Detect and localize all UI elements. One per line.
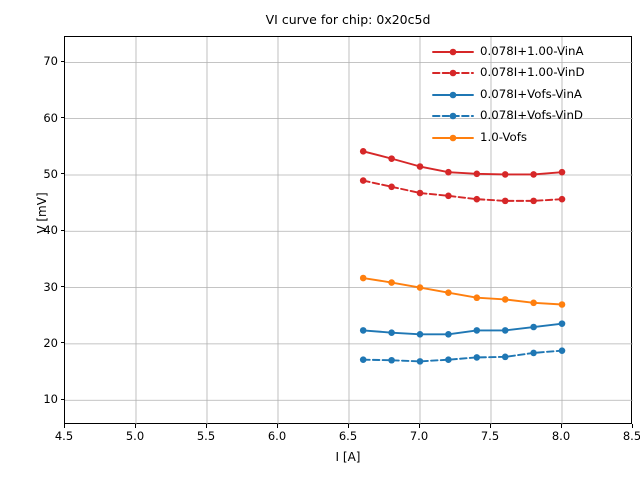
data-point-marker — [388, 279, 395, 286]
series-line — [362, 322, 563, 336]
x-tick-label: 6.5 — [338, 429, 358, 443]
plot-area — [64, 36, 633, 425]
data-point-marker — [445, 192, 452, 200]
data-point-marker — [416, 358, 424, 365]
data-point-marker — [445, 168, 452, 176]
data-point-marker — [359, 177, 367, 184]
x-tick-label: 5.0 — [125, 429, 145, 443]
data-point-marker — [501, 197, 509, 205]
legend-line-swatch-icon — [432, 130, 474, 144]
x-tick-label: 7.5 — [480, 429, 500, 443]
plot-canvas — [65, 37, 633, 425]
data-point-marker — [558, 301, 566, 308]
data-point-marker — [501, 353, 509, 361]
data-point-marker — [359, 148, 367, 155]
legend-item-label: 1.0-Vofs — [480, 129, 527, 144]
data-point-marker — [445, 331, 452, 338]
data-point-marker — [416, 189, 424, 197]
series-line — [362, 277, 563, 306]
data-point-marker — [473, 170, 481, 178]
series-line — [362, 349, 563, 363]
data-point-marker — [473, 195, 481, 203]
x-axis-label: I [A] — [335, 450, 361, 464]
legend-item[interactable]: 0.078I+1.00-VinD — [432, 62, 638, 84]
data-point-marker — [445, 356, 452, 363]
data-point-marker — [388, 329, 395, 336]
series-line — [362, 150, 563, 176]
data-point-marker — [388, 356, 395, 364]
data-point-marker — [359, 356, 367, 363]
data-point-marker — [501, 296, 509, 303]
data-point-marker — [416, 163, 424, 170]
data-point-marker — [530, 299, 537, 307]
y-axis-label: V [mV] — [35, 192, 49, 234]
chart-legend: 0.078I+1.00-VinA 0.078I+1.00-VinD 0.078I+V… — [432, 40, 638, 148]
data-point-marker — [388, 155, 395, 162]
data-point-marker — [416, 284, 424, 291]
data-point-marker — [530, 171, 537, 178]
legend-line-swatch-icon — [432, 87, 474, 101]
data-point-marker — [388, 183, 395, 191]
x-tick-label: 6.0 — [267, 429, 287, 443]
y-tick-label: 70 — [43, 54, 58, 69]
y-tick-label: 50 — [43, 166, 58, 181]
y-tick-label: 60 — [43, 110, 58, 125]
legend-line-swatch-icon — [432, 44, 474, 58]
x-tick-label: 8.5 — [622, 429, 640, 443]
legend-line-swatch-icon — [432, 65, 474, 79]
y-tick-label: 10 — [43, 392, 58, 407]
data-point-marker — [416, 331, 424, 338]
series-line — [362, 179, 563, 202]
data-point-marker — [501, 327, 509, 334]
x-tick-label: 4.5 — [54, 429, 74, 443]
data-point-marker — [501, 171, 509, 178]
x-tick-label: 8.0 — [551, 429, 571, 443]
legend-item-label: 0.078I+1.00-VinA — [480, 43, 584, 58]
data-point-marker — [558, 347, 566, 354]
data-point-marker — [473, 327, 481, 334]
data-point-marker — [558, 320, 566, 327]
legend-item-label: 0.078I+Vofs-VinA — [480, 86, 583, 101]
data-point-marker — [530, 323, 537, 331]
data-point-marker — [473, 354, 481, 361]
data-point-marker — [530, 349, 537, 357]
data-series-group — [359, 148, 566, 365]
legend-line-swatch-icon — [432, 108, 474, 122]
chart-title: VI curve for chip: 0x20c5d — [265, 12, 431, 27]
x-tick-label: 7.0 — [409, 429, 429, 443]
data-point-marker — [558, 195, 566, 203]
data-point-marker — [445, 289, 452, 296]
data-point-marker — [558, 168, 566, 176]
data-point-marker — [473, 294, 481, 302]
x-tick-label: 5.5 — [196, 429, 216, 443]
y-tick-label: 20 — [43, 335, 58, 350]
y-tick-label: 30 — [43, 279, 58, 294]
legend-item[interactable]: 0.078I+Vofs-VinA — [432, 83, 638, 105]
legend-item-label: 0.078I+1.00-VinD — [480, 65, 585, 80]
y-tick-label: 40 — [43, 223, 58, 238]
data-point-marker — [359, 274, 367, 282]
legend-item[interactable]: 1.0-Vofs — [432, 126, 638, 148]
legend-item[interactable]: 0.078I+1.00-VinA — [432, 40, 638, 62]
data-point-marker — [530, 197, 537, 205]
data-point-marker — [359, 327, 367, 334]
gridlines — [65, 37, 633, 425]
legend-item-label: 0.078I+Vofs-VinD — [480, 108, 584, 123]
legend-item[interactable]: 0.078I+Vofs-VinD — [432, 105, 638, 127]
